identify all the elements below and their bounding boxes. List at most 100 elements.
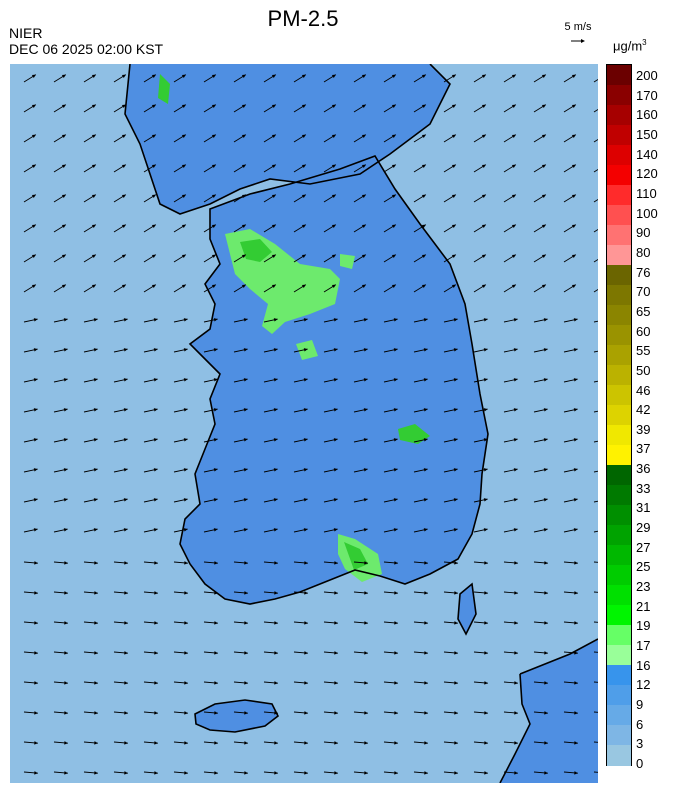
wind-arrow-head (31, 104, 36, 108)
wind-arrow-head (484, 711, 488, 715)
wind-arrow-head (543, 438, 548, 442)
wind-arrow-head (181, 134, 186, 138)
legend-tick-label: 16 (636, 657, 651, 673)
legend-swatch (607, 545, 631, 566)
wind-arrow-head (571, 284, 576, 288)
legend-swatch (607, 425, 631, 446)
wind-arrow-head (541, 134, 546, 138)
wind-arrow-head (334, 741, 338, 745)
wind-arrow-head (183, 468, 188, 472)
wind-arrow-head (513, 318, 518, 322)
wind-arrow-head (454, 741, 458, 745)
wind-arrow-head (514, 561, 518, 565)
wind-arrow-head (121, 74, 126, 78)
wind-arrow-head (544, 651, 548, 655)
wind-arrow (593, 500, 598, 503)
wind-arrow-head (183, 498, 188, 502)
wind-arrow-head (271, 194, 276, 198)
legend-tick-label: 27 (636, 539, 651, 555)
wind-arrow-head (393, 318, 398, 322)
legend-swatch (607, 265, 631, 286)
wind-arrow-head (514, 711, 518, 715)
wind-arrow-head (453, 498, 458, 502)
wind-arrow-head (451, 134, 456, 138)
wind-arrow-head (121, 194, 126, 198)
wind-arrow-head (154, 771, 158, 775)
legend-swatch (607, 225, 631, 246)
wind-vectors (23, 74, 598, 775)
wind-arrow-head (243, 378, 248, 382)
wind-arrow-head (94, 711, 98, 715)
wind-arrow-head (241, 284, 246, 288)
wind-arrow-head (484, 621, 488, 625)
wind-arrow-head (241, 224, 246, 228)
wind-arrow-head (184, 711, 188, 715)
wind-arrow-head (154, 651, 158, 655)
legend-tick-label: 160 (636, 107, 658, 123)
wind-arrow-head (333, 528, 338, 532)
wind-arrow-head (183, 378, 188, 382)
wind-arrow-head (304, 771, 308, 775)
legend-swatch (607, 605, 631, 626)
wind-arrow-head (573, 528, 578, 532)
wind-arrow-head (363, 438, 368, 442)
wind-arrow-head (331, 284, 336, 288)
legend-tick-label: 36 (636, 461, 651, 477)
wind-arrow-head (544, 681, 548, 685)
wind-arrow-head (361, 74, 366, 78)
wind-arrow-head (91, 134, 96, 138)
wind-arrow-head (334, 651, 338, 655)
legend-tick-label: 80 (636, 244, 651, 260)
wind-arrow-head (151, 164, 156, 168)
wind-arrow-head (574, 741, 578, 745)
wind-arrow (593, 138, 598, 143)
wind-arrow (593, 198, 598, 203)
land-jeju (195, 700, 278, 732)
wind-arrow-head (153, 318, 158, 322)
legend-swatch (607, 345, 631, 366)
wind-arrow-head (33, 318, 38, 322)
wind-arrow-head (391, 254, 396, 258)
wind-arrow-head (511, 224, 516, 228)
wind-arrow-head (333, 378, 338, 382)
legend-tick-label: 37 (636, 441, 651, 457)
wind-arrow-head (151, 254, 156, 258)
wind-arrow (593, 350, 598, 353)
wind-arrow-head (273, 528, 278, 532)
legend-swatch (607, 85, 631, 106)
wind-arrow-head (541, 104, 546, 108)
legend-swatch (607, 525, 631, 546)
legend-tick-label: 76 (636, 264, 651, 280)
wind-arrow-head (513, 528, 518, 532)
wind-arrow-head (424, 651, 428, 655)
wind-arrow-head (183, 528, 188, 532)
wind-arrow-head (154, 591, 158, 595)
wind-arrow-head (483, 408, 488, 412)
wind-arrow-head (244, 651, 248, 655)
wind-arrow-head (213, 318, 218, 322)
wind-arrow-head (151, 224, 156, 228)
wind-arrow-head (31, 134, 36, 138)
legend-tick-label: 39 (636, 421, 651, 437)
wind-arrow-head (423, 408, 428, 412)
pollution-patches (158, 74, 430, 582)
wind-arrow-head (34, 771, 38, 775)
legend-swatch (607, 405, 631, 426)
wind-arrow-head (151, 104, 156, 108)
legend-swatch (607, 565, 631, 586)
legend-tick-label: 42 (636, 402, 651, 418)
wind-arrow (593, 108, 598, 113)
wind-arrow-head (394, 741, 398, 745)
wind-arrow-head (64, 711, 68, 715)
wind-arrow-head (454, 561, 458, 565)
wind-arrow-head (181, 164, 186, 168)
wind-arrow-head (91, 104, 96, 108)
wind-arrow-head (513, 468, 518, 472)
wind-arrow-head (481, 104, 486, 108)
wind-arrow-head (91, 224, 96, 228)
wind-arrow-head (63, 498, 68, 502)
legend-swatch (607, 665, 631, 686)
wind-arrow-head (454, 771, 458, 775)
wind-arrow-head (274, 771, 278, 775)
land-north (125, 64, 450, 214)
